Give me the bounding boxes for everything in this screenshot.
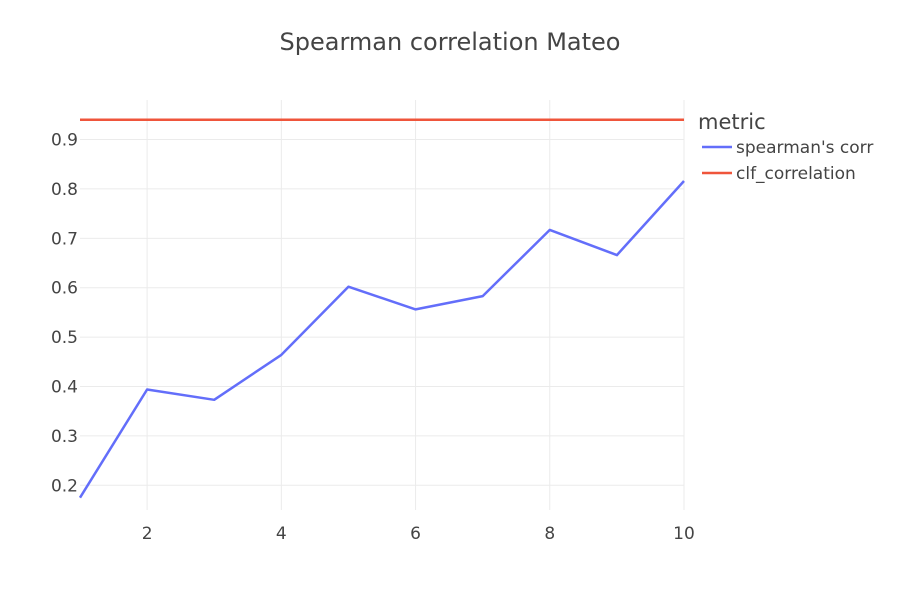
y-gridlines bbox=[80, 139, 684, 486]
x-tick-label: 6 bbox=[410, 524, 421, 544]
legend-items[interactable]: spearman's corr clf_correlation bbox=[702, 138, 873, 184]
legend-item[interactable]: spearman's corr bbox=[702, 138, 873, 158]
series-layer bbox=[78, 118, 685, 499]
y-tick-label: 0.7 bbox=[51, 229, 78, 249]
y-tick-label: 0.5 bbox=[51, 328, 78, 348]
series-line-0[interactable] bbox=[78, 180, 685, 499]
y-tick-label: 0.2 bbox=[51, 476, 78, 496]
legend-label: clf_correlation bbox=[736, 164, 856, 184]
x-tick-label: 2 bbox=[142, 524, 153, 544]
y-tick-label: 0.3 bbox=[51, 427, 78, 447]
x-gridlines bbox=[146, 100, 685, 510]
x-tick-label: 8 bbox=[544, 524, 555, 544]
x-axis-ticks: 2 4 6 8 10 bbox=[142, 524, 695, 544]
y-axis-ticks: 0.2 0.3 0.4 0.5 0.6 0.7 0.8 0.9 bbox=[51, 131, 78, 497]
legend-label: spearman's corr bbox=[736, 138, 873, 158]
chart-title: Spearman correlation Mateo bbox=[280, 28, 621, 56]
x-tick-label: 4 bbox=[276, 524, 287, 544]
x-tick-label: 10 bbox=[673, 524, 695, 544]
y-tick-label: 0.6 bbox=[51, 279, 78, 299]
y-tick-label: 0.4 bbox=[51, 378, 78, 398]
legend-title: metric bbox=[698, 110, 766, 134]
legend-item[interactable]: clf_correlation bbox=[702, 164, 856, 184]
legend[interactable]: metric spearman's corr clf_correlation bbox=[698, 110, 873, 184]
y-tick-label: 0.9 bbox=[51, 131, 78, 151]
y-tick-label: 0.8 bbox=[51, 180, 78, 200]
